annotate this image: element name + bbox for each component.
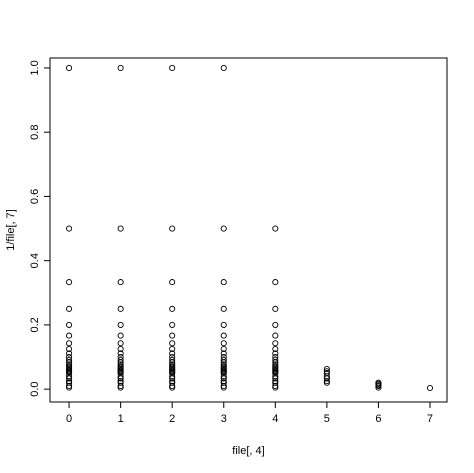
point — [117, 356, 124, 364]
point — [66, 384, 73, 391]
y-tick-label: 0.0 — [29, 382, 41, 397]
point — [66, 332, 73, 339]
point — [220, 340, 227, 347]
point — [220, 382, 227, 389]
y-tick-label: 0.8 — [29, 125, 41, 140]
point — [323, 366, 330, 373]
point — [272, 382, 279, 389]
point — [169, 225, 176, 232]
point — [66, 375, 73, 382]
point — [66, 64, 73, 72]
point — [220, 375, 227, 382]
point — [169, 361, 176, 368]
point — [272, 321, 279, 328]
point — [272, 332, 279, 339]
point — [117, 345, 124, 353]
x-tick-label: 4 — [272, 413, 278, 425]
point — [117, 64, 124, 72]
y-tick-label: 1.0 — [29, 60, 41, 75]
x-tick-label: 0 — [66, 413, 72, 425]
point — [220, 64, 227, 72]
x-tick-label: 7 — [427, 413, 433, 425]
point — [169, 375, 176, 382]
point — [272, 279, 279, 286]
point — [66, 361, 73, 368]
y-tick-label: 0.4 — [29, 253, 41, 268]
point — [117, 321, 124, 328]
point — [426, 384, 434, 392]
point — [117, 361, 124, 368]
point — [66, 350, 73, 357]
x-tick-label: 3 — [221, 413, 227, 425]
point — [66, 279, 73, 286]
point — [117, 382, 124, 389]
point — [66, 340, 73, 347]
point — [272, 350, 279, 357]
point — [272, 345, 279, 353]
point — [220, 321, 227, 328]
point — [117, 279, 124, 286]
point — [169, 382, 176, 389]
point — [220, 356, 227, 364]
point — [220, 345, 227, 353]
point — [169, 305, 176, 312]
point — [117, 375, 124, 382]
y-tick-label: 0.6 — [29, 189, 41, 204]
point — [220, 384, 227, 391]
x-tick-label: 2 — [169, 413, 175, 425]
point — [272, 375, 279, 382]
point — [220, 279, 227, 286]
point — [220, 332, 227, 339]
point — [66, 382, 73, 389]
point — [169, 279, 176, 286]
point — [169, 332, 176, 339]
point — [117, 350, 124, 357]
point — [117, 225, 124, 232]
point — [272, 340, 279, 347]
point — [66, 321, 73, 328]
point — [169, 64, 176, 72]
point — [117, 332, 124, 339]
point — [272, 225, 279, 232]
point — [220, 361, 227, 368]
point — [117, 305, 124, 312]
point — [169, 384, 176, 391]
point — [220, 225, 227, 232]
point — [375, 382, 382, 389]
x-tick-label: 5 — [324, 413, 330, 425]
point — [272, 356, 279, 364]
point — [169, 350, 176, 357]
x-tick-label: 1 — [118, 413, 124, 425]
point — [66, 356, 73, 364]
point — [220, 350, 227, 357]
point — [272, 384, 279, 391]
point — [117, 340, 124, 347]
y-tick-label: 0.2 — [29, 317, 41, 332]
point — [169, 356, 176, 364]
point — [66, 305, 73, 312]
point — [323, 375, 330, 382]
point — [272, 305, 279, 312]
plot-box — [49, 57, 448, 403]
point — [66, 345, 73, 353]
point — [220, 305, 227, 312]
point — [272, 361, 279, 368]
x-tick-label: 6 — [375, 413, 381, 425]
y-axis-label: 1/file[, 7] — [5, 209, 17, 251]
point — [323, 379, 330, 386]
point — [117, 384, 124, 391]
point — [323, 378, 330, 385]
point — [169, 321, 176, 328]
x-axis-label: file[, 4] — [232, 445, 264, 457]
point — [169, 345, 176, 353]
point — [169, 340, 176, 347]
point — [66, 225, 73, 232]
point — [375, 384, 382, 391]
